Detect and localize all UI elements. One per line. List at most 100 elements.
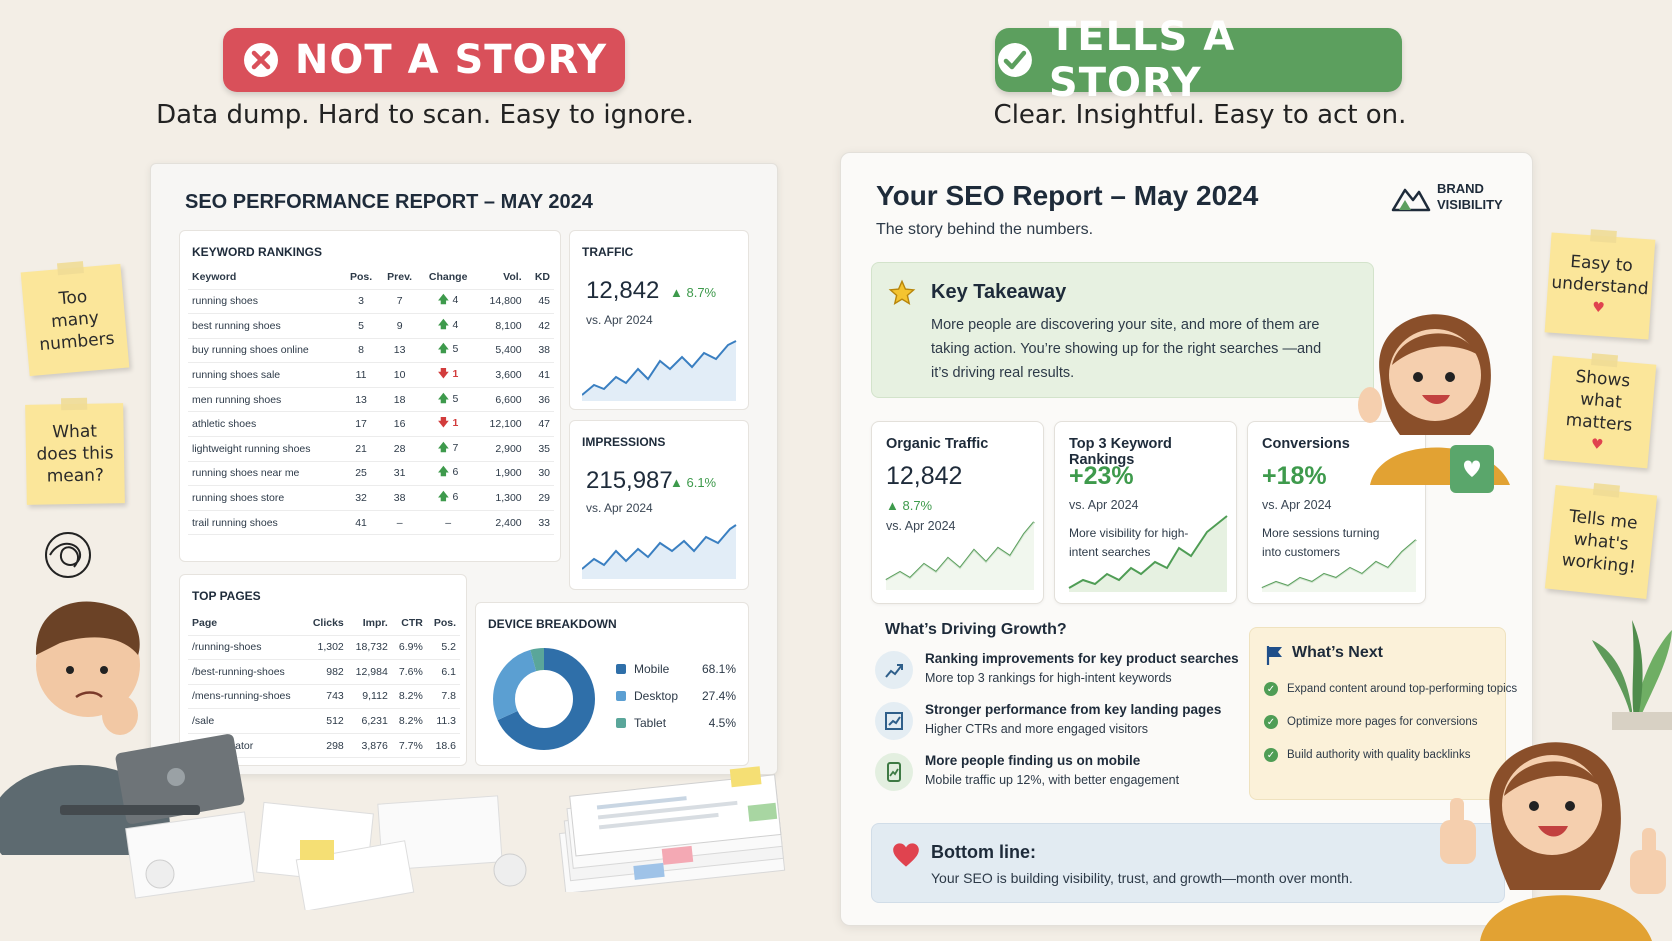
cell-keyword: lightweight running shoes	[188, 436, 343, 462]
happy-woman-with-mug-illustration	[1358, 314, 1510, 493]
table-row: /sale 512 6,231 8.2% 11.3	[188, 708, 460, 734]
tells-a-story-banner: TELLS A STORY	[995, 14, 1402, 106]
cell-pos: 11.3	[426, 708, 460, 734]
card-heading: KEYWORD RANKINGS	[192, 245, 323, 259]
column-header: Pos.	[426, 611, 460, 636]
cell-prev: –	[379, 510, 420, 536]
tape	[1592, 482, 1620, 498]
impressions-vs: vs. Apr 2024	[586, 501, 653, 515]
cell-clicks: 298	[305, 733, 348, 759]
cell-vol: 3,600	[476, 362, 526, 388]
cell-vol: 14,800	[476, 289, 526, 315]
cell-vol: 6,600	[476, 387, 526, 413]
table-row: buy running shoes online 8 13 🡅 5 5,400 38	[188, 338, 554, 364]
cell-pos: 25	[342, 461, 380, 487]
driver-title: Stronger performance from key landing pa…	[925, 702, 1222, 717]
drivers-title: What’s Driving Growth?	[885, 621, 1067, 638]
up-arrow-icon: 🡅	[438, 466, 453, 479]
mountain-icon	[1391, 188, 1431, 212]
cell-kd: 29	[525, 485, 554, 511]
up-arrow-icon: 🡅	[438, 441, 453, 454]
brand-line-2: VISIBILITY	[1437, 197, 1503, 212]
up-arrow-icon: 🡅	[438, 318, 453, 331]
cell-impr: 9,112	[347, 684, 392, 710]
column-header: Pos.	[342, 265, 380, 290]
x-circle-icon	[243, 43, 278, 77]
table-row: running shoes 3 7 🡅 4 14,800 45	[188, 289, 554, 315]
next-item: ✓ Expand content around top-performing to…	[1264, 682, 1517, 696]
cell-clicks: 512	[305, 708, 348, 734]
table-row: trail running shoes 41– –2,400 33	[188, 510, 554, 536]
tape	[1591, 353, 1619, 368]
column-header: Prev.	[379, 265, 420, 290]
sticky-note-tells-me-whats-working: Tells me what's working!	[1544, 482, 1658, 600]
kpi-title: Conversions	[1262, 436, 1350, 452]
cell-prev: 18	[379, 387, 420, 413]
traffic-card: TRAFFIC 12,842 ▲ 8.7% vs. Apr 2024	[569, 230, 749, 410]
whats-next-title: What’s Next	[1292, 644, 1383, 661]
cell-change: 🡅 6	[419, 485, 477, 511]
legend-swatch	[616, 690, 626, 701]
cell-impr: 18,732	[347, 635, 392, 661]
cell-change: 🡇 1	[419, 411, 477, 438]
legend-value: 4.5%	[708, 715, 736, 730]
cell-pos: 17	[342, 411, 380, 438]
heart-icon: ♥	[1591, 299, 1606, 317]
brand-visibility-logo: BRAND VISIBILITY	[1391, 181, 1503, 213]
legend-value: 27.4%	[701, 688, 736, 703]
cell-pos: 11	[342, 362, 380, 388]
impressions-value: 215,987	[586, 467, 673, 494]
traffic-sparkline	[582, 340, 737, 401]
kpi-conversions: Conversions +18% vs. Apr 2024 More sessi…	[1247, 421, 1426, 604]
kpi-sparkline	[885, 521, 1035, 590]
column-header: Impr.	[347, 611, 392, 636]
kpi-value: +18%	[1262, 462, 1327, 490]
device-breakdown-card: DEVICE BREAKDOWN Mobile 68.1% Desktop 27.4%…	[475, 602, 749, 766]
top-pages-table: Page Clicks Impr. CTR Pos. /running-shoes 1,3…	[188, 611, 460, 759]
mobile-chart-icon	[875, 753, 913, 791]
frustrated-person-illustration	[0, 532, 245, 855]
kpi-organic-traffic: Organic Traffic 12,842 ▲ 8.7% vs. Apr 20…	[871, 421, 1044, 604]
legend-value: 68.1%	[701, 661, 736, 676]
cell-pos: 18.6	[426, 733, 460, 759]
tape	[1590, 229, 1617, 244]
driver-sub: Higher CTRs and more engaged visitors	[925, 722, 1149, 736]
cell-change: 🡅 4	[419, 313, 477, 339]
cell-prev: 10	[379, 362, 420, 388]
up-arrow-icon: ▲	[670, 475, 687, 490]
cell-prev: 16	[379, 411, 420, 438]
device-donut-chart	[493, 648, 595, 750]
brand-line-1: BRAND	[1437, 181, 1484, 196]
cell-page: /sale	[188, 708, 306, 734]
impressions-card: IMPRESSIONS 215,987 ▲ 6.1% vs. Apr 2024	[569, 420, 749, 590]
legend-label: Desktop	[634, 688, 679, 703]
chart-up-icon	[875, 651, 913, 689]
bottom-line-card: Bottom line: Your SEO is building visibi…	[871, 823, 1505, 903]
not-a-story-banner: NOT A STORY	[223, 28, 625, 92]
cell-prev: 28	[379, 436, 420, 462]
cell-keyword: buy running shoes online	[188, 338, 343, 364]
driver-sub: Mobile traffic up 12%, with better engag…	[925, 773, 1180, 787]
cell-pos: 8	[342, 338, 380, 364]
kpi-vs: vs. Apr 2024	[1069, 498, 1139, 512]
cell-pos: 3	[342, 289, 380, 315]
cell-kd: 30	[525, 461, 554, 487]
column-header: CTR	[391, 611, 427, 636]
cell-change: 🡇 1	[419, 362, 477, 388]
cell-keyword: men running shoes	[188, 387, 343, 413]
check-icon: ✓	[1264, 682, 1278, 696]
cell-impr: 3,876	[347, 733, 392, 759]
sticky-text: What does this mean?	[36, 421, 114, 487]
table-row: /mens-running-shoes 743 9,112 8.2% 7.8	[188, 684, 460, 710]
bottom-line-title: Bottom line:	[931, 842, 1036, 862]
tape	[61, 397, 88, 411]
kpi-sparkline	[1261, 539, 1417, 592]
legend-item: Desktop 27.4%	[616, 682, 736, 709]
bottom-line-text: Your SEO is building visibility, trust, …	[931, 870, 1353, 886]
key-takeaway-card: Key Takeaway More people are discovering…	[871, 262, 1374, 398]
flag-icon	[1266, 646, 1282, 665]
traffic-vs: vs. Apr 2024	[586, 313, 653, 327]
next-item: ✓ Build authority with quality backlinks	[1264, 748, 1470, 762]
cell-pos: 13	[342, 387, 380, 413]
traffic-value: 12,842	[586, 277, 660, 304]
